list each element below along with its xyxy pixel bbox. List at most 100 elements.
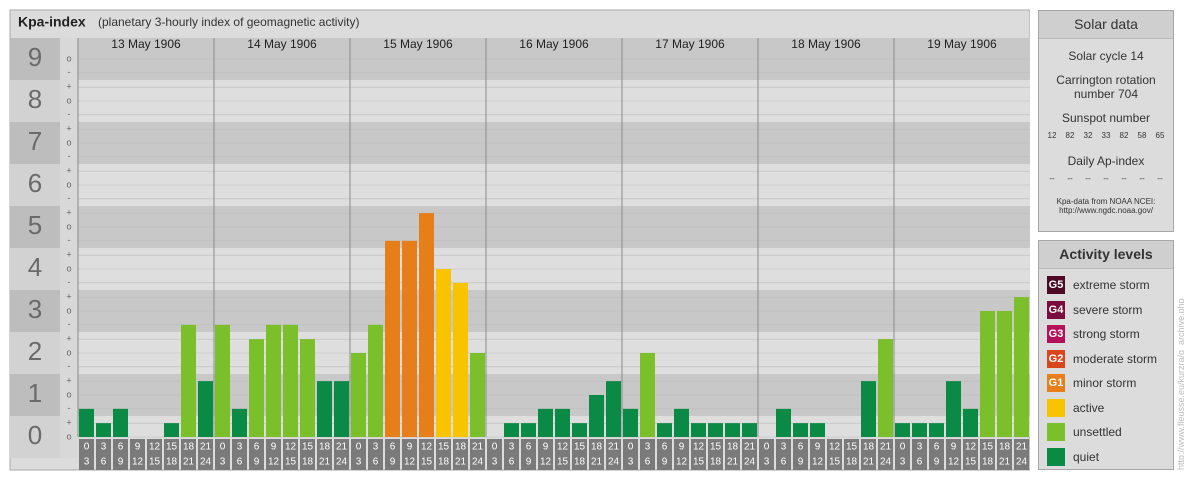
hour-box — [776, 439, 791, 470]
hour-label: 21 — [455, 457, 467, 468]
hour-label: 6 — [237, 457, 243, 468]
hour-label: 18 — [166, 457, 178, 468]
bar — [436, 269, 451, 437]
hour-box — [487, 439, 502, 470]
legend-label: minor storm — [1073, 376, 1137, 391]
hour-box — [997, 439, 1012, 470]
hour-label: 15 — [965, 457, 977, 468]
axis-band — [10, 206, 60, 248]
bar — [555, 408, 570, 437]
minor-tick-label: - — [68, 361, 71, 371]
bar — [725, 423, 740, 437]
sunspot-value: 82 — [1065, 131, 1075, 140]
hour-label: 6 — [645, 457, 651, 468]
hour-label: 3 — [645, 442, 651, 453]
hour-box — [708, 439, 723, 470]
hour-label: 6 — [917, 457, 923, 468]
hour-label: 21 — [183, 457, 195, 468]
hour-label: 3 — [764, 457, 770, 468]
y-tick-label: 3 — [28, 294, 42, 324]
watermark: http://www.fleusse.eu/kurzra/g_archive.p… — [1176, 298, 1184, 470]
ap-value: -- — [1049, 174, 1055, 183]
hour-label: 18 — [710, 457, 722, 468]
hour-box — [232, 439, 247, 470]
hour-label: 9 — [679, 442, 685, 453]
bar — [385, 240, 400, 437]
bar — [334, 381, 349, 437]
hour-label: 3 — [220, 457, 226, 468]
hour-label: 6 — [526, 442, 532, 453]
date-label: 17 May 1906 — [655, 37, 725, 51]
hour-box — [385, 439, 400, 470]
hour-box — [334, 439, 349, 470]
bar — [215, 324, 230, 437]
y-tick-label: 9 — [28, 42, 42, 72]
hour-label: 21 — [1016, 442, 1028, 453]
chart-subtitle: (planetary 3-hourly index of geomagnetic… — [98, 15, 359, 29]
bar — [674, 408, 689, 437]
legend-label: extreme storm — [1073, 278, 1150, 293]
hour-label: 18 — [846, 457, 858, 468]
kp-chart: Kpa-index (planetary 3-hourly index of g… — [9, 9, 1030, 471]
source: Kpa-data from NOAA NCEI: — [1056, 197, 1156, 206]
hour-label: 21 — [591, 457, 603, 468]
minor-tick-label: + — [66, 250, 71, 260]
y-tick-label: 5 — [28, 210, 42, 240]
hour-box — [963, 439, 978, 470]
hour-label: 15 — [557, 457, 569, 468]
hour-label: 0 — [900, 442, 906, 453]
minor-tick-label: - — [68, 151, 71, 161]
hour-label: 0 — [84, 442, 90, 453]
legend-label: severe storm — [1073, 302, 1143, 317]
hour-label: 12 — [149, 442, 161, 453]
date-label: 13 May 1906 — [111, 37, 181, 51]
ap-value: -- — [1121, 174, 1127, 183]
bar — [946, 381, 961, 437]
solar-cycle: Solar cycle 14 — [1068, 49, 1144, 63]
y-tick-label: 4 — [28, 252, 42, 282]
ap-value: -- — [1067, 174, 1073, 183]
minor-tick-label: o — [66, 389, 71, 399]
hour-label: 15 — [982, 442, 994, 453]
bar — [470, 353, 485, 437]
chart-title: Kpa-index — [18, 14, 86, 30]
sunspot-value: 12 — [1047, 131, 1057, 140]
legend-label: unsettled — [1073, 425, 1122, 440]
hour-box — [946, 439, 961, 470]
hour-label: 0 — [628, 442, 634, 453]
axis-band — [10, 80, 60, 122]
sunspot-row: 12 82 32 33 82 58 65 — [1039, 131, 1173, 140]
hour-box — [79, 439, 94, 470]
ap-value: -- — [1103, 174, 1109, 183]
legend-swatch — [1047, 447, 1065, 466]
hour-label: 12 — [948, 457, 960, 468]
minor-tick-label: + — [66, 334, 71, 344]
hour-label: 21 — [863, 457, 875, 468]
minor-tick-label: - — [68, 277, 71, 287]
bar — [793, 423, 808, 437]
axis-band — [10, 38, 60, 80]
hour-label: 6 — [373, 457, 379, 468]
minor-tick-label: o — [66, 305, 71, 315]
bar — [606, 381, 621, 437]
hour-label: 15 — [285, 457, 297, 468]
bar — [402, 240, 417, 437]
legend-swatch: G3 — [1047, 325, 1065, 344]
bar — [181, 324, 196, 437]
hour-box — [895, 439, 910, 470]
bar — [776, 408, 791, 437]
bar — [79, 408, 94, 437]
bar — [249, 339, 264, 437]
hour-label: 9 — [271, 442, 277, 453]
hour-box — [793, 439, 808, 470]
bar — [572, 423, 587, 437]
hour-box — [691, 439, 706, 470]
bar — [691, 423, 706, 437]
hour-label: 3 — [373, 442, 379, 453]
hour-label: 0 — [764, 442, 770, 453]
bar — [742, 423, 757, 437]
sunspot-value: 58 — [1137, 131, 1147, 140]
ap-value: -- — [1139, 174, 1145, 183]
hour-label: 0 — [356, 442, 362, 453]
hour-label: 15 — [438, 442, 450, 453]
